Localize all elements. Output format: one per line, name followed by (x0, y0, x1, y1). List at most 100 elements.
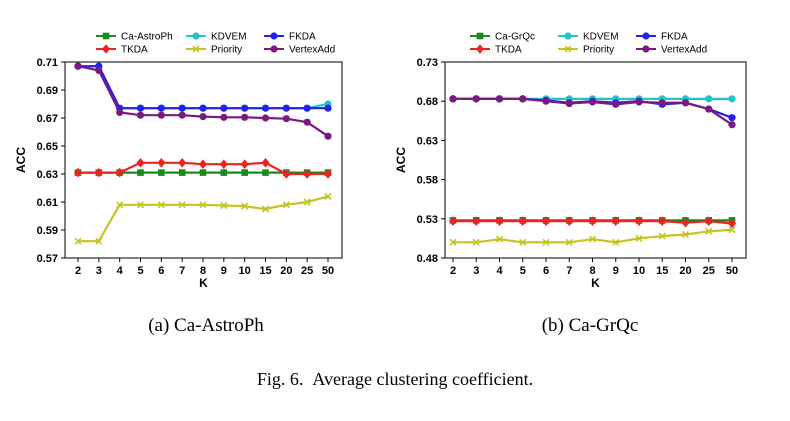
x-tick-label: 20 (280, 265, 292, 277)
x-tick-label: 2 (450, 265, 456, 277)
x-tick-label: 7 (179, 265, 185, 277)
data-point-tkda (199, 159, 207, 169)
data-point-vertexadd (282, 115, 290, 123)
data-point-vertexadd (241, 113, 249, 121)
x-tick-label: 6 (158, 265, 164, 277)
x-tick-label: 8 (589, 265, 595, 277)
legend-entry-fkda: FKDA (636, 32, 688, 43)
data-point-ca-astroph (199, 169, 207, 176)
subcaption-b: (b) Ca-GrQc (542, 315, 639, 336)
data-point-priority (565, 238, 573, 246)
data-point-priority (542, 238, 550, 246)
legend-marker (102, 44, 110, 54)
y-tick-label: 0.53 (417, 214, 438, 226)
x-tick-label: 25 (301, 265, 313, 277)
data-point-vertexadd (178, 111, 186, 119)
x-tick-label: 4 (117, 265, 124, 277)
data-point-vertexadd (220, 113, 228, 121)
data-point-vertexadd (705, 105, 713, 113)
data-point-vertexadd (612, 100, 620, 108)
x-tick-label: 5 (137, 265, 143, 277)
data-point-tkda (495, 216, 504, 226)
series-priority (449, 226, 736, 246)
series-fkda (74, 62, 332, 112)
data-point-vertexadd (261, 114, 270, 122)
legend-label: TKDA (495, 45, 522, 56)
x-axis-label: K (591, 276, 600, 290)
legend-marker (476, 44, 484, 54)
y-tick-label: 0.59 (37, 225, 58, 237)
data-point-tkda (728, 218, 736, 229)
data-point-vertexadd (472, 95, 480, 103)
legend-entry-priority: Priority (186, 45, 242, 56)
data-point-priority (681, 230, 690, 239)
x-tick-label: 20 (679, 265, 691, 277)
data-point-priority (519, 238, 527, 246)
data-point-priority (241, 202, 249, 210)
data-point-vertexadd (519, 95, 527, 103)
data-point-vertexadd (74, 62, 82, 70)
x-tick-label: 7 (566, 265, 572, 277)
data-point-fkda (136, 104, 145, 112)
data-point-vertexadd (116, 108, 124, 116)
legend-label: Ca-GrQc (495, 32, 535, 43)
x-tick-label: 15 (656, 265, 668, 277)
data-point-priority (472, 238, 480, 246)
y-tick-label: 0.61 (37, 197, 58, 209)
legend-label: Priority (583, 45, 614, 56)
legend-entry-kdvem: KDVEM (558, 32, 619, 43)
x-tick-label: 10 (239, 265, 251, 277)
data-point-vertexadd (136, 111, 145, 119)
data-point-priority (157, 201, 165, 209)
data-point-priority (74, 237, 82, 245)
data-point-priority (705, 227, 713, 235)
data-point-priority (612, 238, 620, 246)
data-point-vertexadd (199, 113, 207, 121)
x-tick-label: 3 (96, 265, 102, 277)
data-point-vertexadd (588, 98, 597, 106)
data-point-ca-astroph (137, 169, 144, 176)
data-point-priority (303, 198, 311, 206)
data-point-priority (449, 238, 457, 246)
series-priority (74, 192, 332, 245)
x-tick-label: 10 (633, 265, 645, 277)
data-point-tkda (472, 216, 481, 226)
series-tkda (449, 216, 736, 229)
legend-entry-ca-grqc: Ca-GrQc (470, 32, 535, 43)
data-point-vertexadd (728, 121, 736, 129)
figure-caption: Fig. 6. Average clustering coefficient. (257, 369, 533, 389)
legend-label: VertexAdd (661, 45, 707, 56)
series-kdvem (74, 62, 332, 112)
data-point-tkda (588, 216, 597, 226)
data-point-priority (199, 201, 207, 209)
legend-label: FKDA (661, 32, 688, 43)
data-point-priority (136, 201, 145, 209)
data-point-ca-astroph (158, 169, 165, 176)
y-tick-label: 0.67 (37, 113, 58, 125)
data-point-tkda (565, 216, 574, 226)
data-point-vertexadd (95, 66, 103, 74)
legend-marker (642, 45, 650, 53)
data-point-priority (324, 192, 332, 200)
data-point-priority (658, 232, 666, 240)
data-point-priority (728, 226, 736, 234)
data-point-priority (588, 235, 597, 243)
data-point-tkda (74, 167, 82, 178)
data-point-vertexadd (635, 98, 643, 106)
caption-label: Fig. 6. (257, 369, 304, 389)
data-point-tkda (518, 216, 527, 226)
legend-label: KDVEM (211, 32, 247, 43)
x-tick-label: 5 (520, 265, 526, 277)
data-point-fkda (157, 104, 165, 112)
data-point-tkda (136, 158, 145, 168)
y-tick-label: 0.63 (37, 169, 58, 181)
y-tick-label: 0.65 (37, 141, 58, 153)
series-vertexadd (449, 95, 736, 129)
data-point-vertexadd (565, 99, 573, 108)
series-line-priority (453, 228, 733, 244)
x-tick-label: 2 (75, 265, 81, 277)
data-point-priority (95, 237, 103, 245)
x-tick-label: 4 (496, 265, 503, 277)
data-point-vertexadd (495, 95, 504, 103)
data-point-tkda (303, 169, 312, 179)
